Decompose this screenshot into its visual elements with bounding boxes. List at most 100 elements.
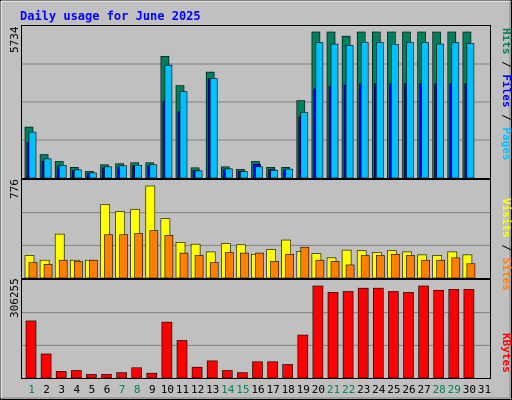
bar-sites-day-8 <box>134 233 143 279</box>
bar-layer <box>24 31 476 379</box>
bar-sites-day-3 <box>58 259 68 279</box>
bar-kbytes-day-21 <box>327 292 339 379</box>
day-label-13: 13 <box>206 383 219 396</box>
day-label-5: 5 <box>89 383 96 396</box>
bar-kbytes-day-8 <box>131 367 142 379</box>
bar-sites-day-5 <box>89 259 98 279</box>
bar-pages-day-5 <box>89 172 97 179</box>
bar-sites-day-27 <box>421 259 430 279</box>
day-label-17: 17 <box>266 383 279 396</box>
bar-kbytes-day-13 <box>206 360 218 379</box>
bar-sites-day-17 <box>270 261 279 279</box>
bar-sites-day-13 <box>209 262 219 279</box>
day-label-10: 10 <box>161 383 174 396</box>
day-label-19: 19 <box>297 383 310 396</box>
bar-sites-day-1 <box>28 262 38 279</box>
bar-pages-day-10 <box>164 64 173 179</box>
ymax-label-kbytes: 306255 <box>8 278 21 318</box>
bar-sites-day-25 <box>391 253 400 279</box>
day-label-6: 6 <box>104 383 111 396</box>
legend-sep-3: / <box>500 244 512 251</box>
legend-visits: Visits <box>500 198 512 238</box>
bar-pages-day-26 <box>406 42 414 179</box>
bar-sites-day-18 <box>285 253 295 279</box>
day-label-1: 1 <box>28 383 35 396</box>
day-label-31: 31 <box>478 383 491 396</box>
bar-kbytes-day-30 <box>463 289 475 379</box>
bar-sites-day-19 <box>300 246 310 279</box>
bar-sites-day-2 <box>43 264 53 279</box>
bar-pages-day-3 <box>58 164 67 179</box>
bar-kbytes-day-12 <box>191 366 203 379</box>
day-label-21: 21 <box>327 383 340 396</box>
bar-pages-day-24 <box>375 42 384 179</box>
bar-kbytes-day-10 <box>161 321 173 379</box>
bar-pages-day-21 <box>330 43 339 179</box>
series-legend-middle: Visits / Sites <box>500 198 512 291</box>
day-label-27: 27 <box>417 383 430 396</box>
day-label-30: 30 <box>463 383 476 396</box>
bar-sites-day-22 <box>345 264 355 279</box>
bar-sites-day-20 <box>315 259 325 279</box>
bar-pages-day-1 <box>28 131 37 179</box>
bar-sites-day-29 <box>451 257 461 279</box>
bar-sites-day-12 <box>194 255 204 279</box>
bar-pages-day-14 <box>225 168 233 179</box>
bar-kbytes-day-7 <box>116 372 127 379</box>
bar-kbytes-day-17 <box>267 361 278 379</box>
bar-pages-day-17 <box>270 170 278 179</box>
legend-sep-2: / <box>500 61 512 68</box>
bar-pages-day-27 <box>421 42 429 179</box>
bar-kbytes-day-28 <box>433 289 445 379</box>
day-label-22: 22 <box>342 383 355 396</box>
bar-sites-day-11 <box>179 252 189 279</box>
day-label-23: 23 <box>357 383 370 396</box>
bar-sites-day-4 <box>74 261 83 279</box>
bar-pages-day-2 <box>43 158 52 179</box>
bar-sites-day-9 <box>149 230 159 279</box>
bar-pages-day-30 <box>466 43 475 179</box>
bar-kbytes-day-18 <box>282 364 294 379</box>
bar-pages-day-18 <box>285 168 294 179</box>
bar-sites-day-28 <box>436 259 446 279</box>
day-label-8: 8 <box>134 383 141 396</box>
legend-sites: Sites <box>500 258 512 291</box>
series-legend-top: Hits / Files / Pages <box>500 28 512 161</box>
bar-pages-day-9 <box>149 164 158 179</box>
day-label-4: 4 <box>73 383 80 396</box>
bar-kbytes-day-19 <box>297 334 309 379</box>
day-label-11: 11 <box>176 383 189 396</box>
bar-pages-day-25 <box>391 44 399 179</box>
day-label-3: 3 <box>58 383 65 396</box>
bar-kbytes-day-4 <box>71 370 82 379</box>
bar-kbytes-day-24 <box>372 287 384 379</box>
day-label-15: 15 <box>236 383 249 396</box>
bar-sites-day-10 <box>164 235 174 279</box>
legend-files: Files <box>500 74 512 107</box>
day-axis: 1 2 3 4 5 6 7 8 9 10 11 12 13 14 15 16 17 18 19 20 21 22 23 24 2… <box>28 383 491 396</box>
bar-pages-day-20 <box>315 42 324 179</box>
legend-kbytes: KBytes <box>500 333 512 373</box>
day-label-2: 2 <box>43 383 50 396</box>
bar-sites-day-30 <box>466 263 476 279</box>
bar-kbytes-day-29 <box>448 289 460 379</box>
day-label-12: 12 <box>191 383 204 396</box>
bar-pages-day-12 <box>194 170 203 179</box>
bar-pages-day-28 <box>436 43 445 179</box>
bar-sites-day-16 <box>255 252 264 279</box>
bar-sites-day-14 <box>225 252 234 279</box>
bar-kbytes-day-9 <box>146 372 158 379</box>
bar-pages-day-15 <box>240 171 248 179</box>
bar-pages-day-29 <box>451 42 460 179</box>
day-label-9: 9 <box>149 383 156 396</box>
bar-sites-day-7 <box>119 234 128 279</box>
ymax-label-visits: 776 <box>8 179 21 199</box>
day-label-24: 24 <box>372 383 386 396</box>
bar-sites-day-15 <box>240 252 249 279</box>
day-label-14: 14 <box>221 383 235 396</box>
day-label-28: 28 <box>433 383 446 396</box>
legend-hits: Hits <box>500 28 512 55</box>
bar-sites-day-24 <box>375 255 385 279</box>
legend-pages: Pages <box>500 127 512 160</box>
